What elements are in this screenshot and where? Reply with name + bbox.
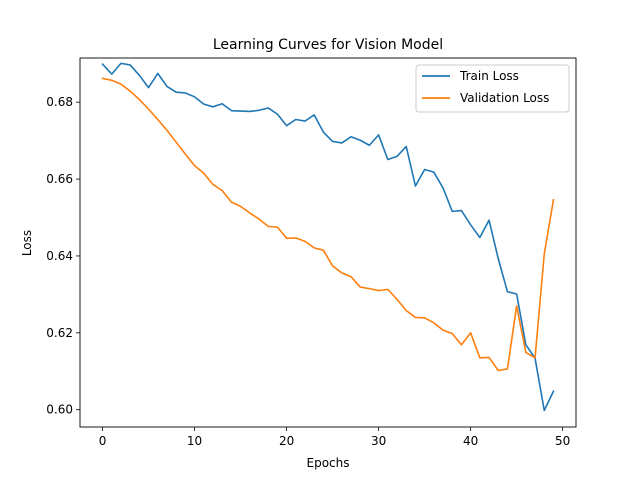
y-tick-label: 0.62 — [46, 326, 73, 340]
x-tick-label: 30 — [371, 434, 386, 448]
x-axis-ticks: 0 10 20 30 40 50 — [99, 427, 570, 448]
y-tick-label: 0.60 — [46, 403, 73, 417]
series-layer — [101, 62, 555, 412]
legend-label-train-loss: Train Loss — [459, 69, 519, 83]
x-tick-label: 10 — [187, 434, 202, 448]
legend-box — [415, 64, 570, 113]
y-tick-label: 0.66 — [46, 172, 73, 186]
series-line-validation-loss — [101, 77, 555, 372]
y-axis-label: Loss — [20, 230, 34, 256]
x-tick-label: 20 — [279, 434, 294, 448]
y-tick-label: 0.68 — [46, 95, 73, 109]
y-axis-ticks: 0.60 0.62 0.64 0.66 0.68 — [46, 95, 80, 417]
plot-area — [79, 57, 577, 428]
x-tick-label: 40 — [463, 434, 478, 448]
chart-title: Learning Curves for Vision Model — [213, 37, 443, 53]
y-tick-label: 0.64 — [46, 249, 73, 263]
legend: Train Loss Validation Loss — [415, 64, 570, 113]
x-tick-label: 50 — [555, 434, 570, 448]
legend-label-validation-loss: Validation Loss — [460, 91, 549, 105]
axes-frame — [79, 57, 577, 428]
x-tick-label: 0 — [99, 434, 107, 448]
x-axis-label: Epochs — [307, 456, 350, 470]
series-line-train-loss — [101, 62, 555, 412]
